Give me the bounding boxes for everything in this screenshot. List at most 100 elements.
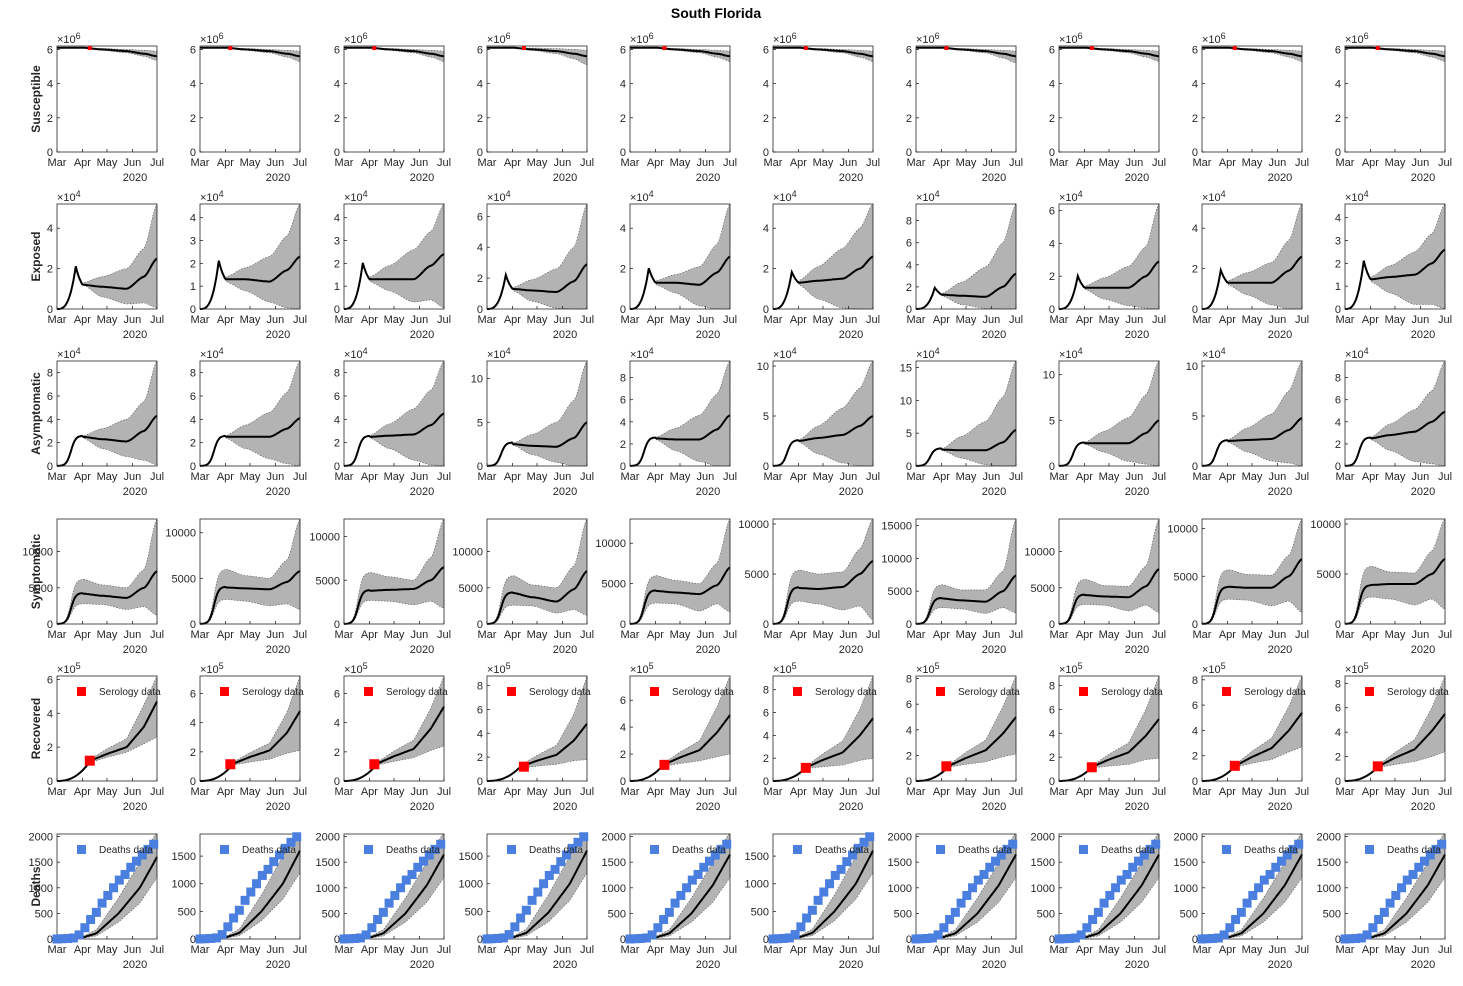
x-tick-label: Jul — [1152, 471, 1166, 483]
y-tick-label: 6 — [47, 674, 53, 686]
x-tick-label: May — [97, 629, 118, 641]
axes-box — [772, 45, 874, 153]
deaths-point — [911, 934, 921, 944]
x-year-label: 2020 — [1125, 329, 1149, 341]
x-tick-label: Jun — [124, 629, 142, 641]
y-tick-label: 6 — [477, 211, 483, 223]
x-tick-label: Apr — [1219, 786, 1236, 798]
y-tick-label: 2 — [763, 113, 769, 125]
median-line — [630, 255, 731, 310]
y-tick-label: 6 — [1335, 44, 1341, 56]
deaths-point — [257, 870, 267, 880]
y-tick-label: 8 — [1049, 681, 1055, 693]
legend-marker — [793, 845, 802, 854]
x-tick-label: Jun — [267, 629, 285, 641]
x-year-label: 2020 — [553, 329, 577, 341]
median-line — [200, 46, 301, 58]
x-tick-label: Mar — [335, 786, 354, 798]
deaths-point — [1059, 934, 1069, 944]
x-tick-label: Jun — [697, 944, 715, 956]
y-tick-label: 2 — [620, 113, 626, 125]
x-tick-label: Apr — [1219, 157, 1236, 169]
x-tick-label: Mar — [907, 944, 926, 956]
deaths-point — [1385, 898, 1395, 908]
x-tick-label: Jun — [983, 471, 1001, 483]
x-tick-label: Mar — [907, 314, 926, 326]
deaths-point — [378, 907, 388, 917]
legend-label: Deaths data — [958, 845, 1012, 856]
x-tick-label: May — [956, 629, 977, 641]
deaths-point — [1151, 839, 1161, 849]
y-tick-label: 3 — [334, 236, 340, 248]
legend-marker — [1079, 845, 1088, 854]
y-tick-label: 1500 — [29, 857, 53, 869]
confidence-band — [57, 833, 158, 940]
y-tick-label: 8 — [334, 368, 340, 380]
y-tick-label: 2 — [1335, 258, 1341, 270]
deaths-point — [211, 933, 221, 943]
x-tick-label: May — [240, 471, 261, 483]
deaths-point — [516, 913, 526, 923]
median-line — [1059, 568, 1160, 625]
deaths-point — [126, 862, 136, 872]
x-tick-label: May — [1099, 471, 1120, 483]
y-tick-label: 0 — [190, 934, 196, 946]
median-line — [1059, 718, 1160, 782]
deaths-point — [1420, 856, 1430, 866]
deaths-point — [384, 898, 394, 908]
y-tick-label: 0 — [47, 776, 53, 788]
deaths-point — [790, 930, 800, 940]
scale-exponent: ×104 — [1059, 346, 1083, 361]
serology-marker — [521, 46, 526, 51]
x-tick-label: Jul — [437, 629, 451, 641]
x-tick-label: May — [670, 314, 691, 326]
x-tick-label: Jun — [124, 471, 142, 483]
deaths-point — [968, 883, 978, 893]
deaths-point — [361, 930, 371, 940]
deaths-point — [779, 933, 789, 943]
x-tick-label: Apr — [217, 471, 234, 483]
median-line — [773, 560, 874, 625]
y-tick-label: 1 — [190, 281, 196, 293]
y-tick-label: 0 — [190, 147, 196, 159]
x-tick-label: Jul — [1295, 944, 1309, 956]
y-tick-label: 6 — [1049, 206, 1055, 218]
x-tick-label: Apr — [933, 629, 950, 641]
x-tick-label: Mar — [191, 314, 210, 326]
deaths-point — [269, 857, 279, 867]
y-tick-label: 2 — [190, 747, 196, 759]
x-year-label: 2020 — [266, 644, 290, 656]
deaths-point — [1197, 934, 1207, 944]
median-line — [1202, 255, 1303, 310]
legend-label: Serology data — [958, 687, 1020, 698]
y-tick-label: 500 — [608, 908, 626, 920]
y-tick-label: 0 — [1192, 619, 1198, 631]
x-tick-label: Jun — [411, 471, 429, 483]
y-tick-label: 1000 — [316, 883, 340, 895]
y-tick-label: 0 — [334, 776, 340, 788]
y-tick-label: 4 — [190, 718, 196, 730]
deaths-point — [1065, 933, 1075, 943]
x-tick-label: Jul — [150, 944, 164, 956]
x-tick-label: May — [956, 786, 977, 798]
deaths-point — [1128, 862, 1138, 872]
deaths-point — [1271, 862, 1281, 872]
x-tick-label: Mar — [1193, 629, 1212, 641]
y-tick-label: 6 — [763, 708, 769, 720]
y-tick-label: 500 — [894, 908, 912, 920]
y-tick-label: 3 — [1335, 236, 1341, 248]
y-tick-label: 0 — [334, 147, 340, 159]
median-line — [344, 566, 445, 625]
x-tick-label: Apr — [790, 471, 807, 483]
y-tick-label: 10000 — [452, 547, 483, 559]
x-tick-label: May — [1242, 471, 1263, 483]
x-tick-label: May — [97, 471, 118, 483]
median-line — [487, 421, 588, 467]
x-tick-label: Jul — [580, 786, 594, 798]
median-line — [200, 417, 301, 467]
x-tick-label: May — [384, 314, 405, 326]
y-tick-label: 0 — [763, 147, 769, 159]
